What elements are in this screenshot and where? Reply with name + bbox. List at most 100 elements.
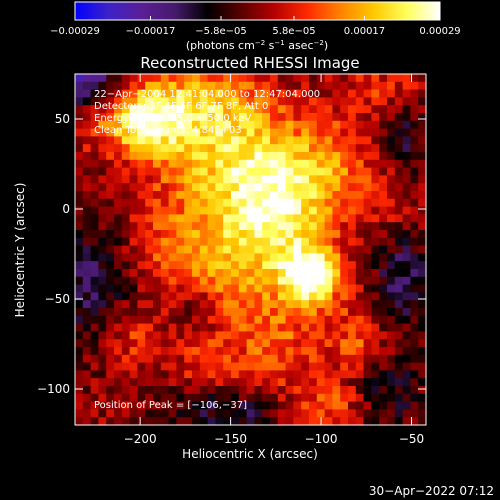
heatmap-cell (114, 245, 123, 254)
heatmap-cell (379, 292, 388, 301)
heatmap-cell (153, 245, 162, 254)
heatmap-cell (176, 315, 185, 325)
heatmap-cell (168, 308, 177, 317)
heatmap-cell (340, 409, 349, 418)
heatmap-cell (285, 237, 294, 247)
heatmap-cell (293, 89, 302, 98)
heatmap-cell (114, 347, 123, 356)
heatmap-cell (309, 113, 318, 122)
heatmap-cell (223, 339, 232, 348)
chart-title: Reconstructed RHESSI Image (140, 54, 359, 72)
heatmap-cell (184, 120, 193, 130)
heatmap-cell (160, 89, 170, 98)
heatmap-cell (394, 206, 404, 215)
heatmap-cell (301, 128, 310, 137)
heatmap-cell (293, 253, 302, 262)
heatmap-cell (192, 261, 201, 270)
heatmap-cell (332, 300, 341, 309)
heatmap-cell (145, 89, 154, 98)
heatmap-cell (168, 323, 177, 332)
heatmap-cell (129, 74, 138, 83)
heatmap-cell (293, 175, 302, 184)
heatmap-cell (363, 175, 372, 184)
heatmap-cell (231, 409, 240, 418)
heatmap-cell (192, 409, 201, 418)
heatmap-cell (246, 269, 255, 278)
heatmap-cell (246, 245, 255, 254)
heatmap-cell (238, 120, 248, 130)
heatmap-cell (129, 276, 138, 286)
heatmap-cell (348, 214, 357, 223)
heatmap-cell (184, 222, 193, 231)
heatmap-cell (246, 261, 255, 270)
heatmap-cell (254, 113, 263, 122)
heatmap-cell (277, 81, 287, 91)
heatmap-cell (207, 315, 216, 325)
heatmap-cell (410, 183, 419, 192)
heatmap-cell (184, 417, 193, 426)
heatmap-cell (309, 253, 318, 262)
heatmap-cell (90, 206, 99, 215)
heatmap-cell (145, 159, 154, 169)
heatmap-cell (176, 276, 185, 286)
heatmap-cell (402, 339, 411, 348)
heatmap-cell (75, 339, 84, 348)
heatmap-cell (371, 206, 380, 215)
heatmap-cell (75, 253, 84, 262)
heatmap-cell (277, 128, 287, 137)
heatmap-cell (199, 276, 209, 286)
heatmap-cell (324, 393, 333, 403)
heatmap-cell (301, 315, 310, 325)
heatmap-cell (246, 417, 255, 426)
heatmap-cell (168, 206, 177, 215)
heatmap-cell (301, 370, 310, 379)
heatmap-cell (363, 97, 372, 106)
heatmap-cell (387, 159, 396, 169)
heatmap-cell (215, 159, 224, 169)
heatmap-cell (418, 354, 427, 364)
heatmap-cell (184, 191, 193, 200)
heatmap-cell (402, 97, 411, 106)
heatmap-cell (293, 167, 302, 176)
heatmap-cell (129, 378, 138, 387)
heatmap-cell (215, 401, 224, 410)
heatmap-cell (145, 269, 154, 278)
heatmap-cell (137, 81, 146, 91)
heatmap-cell (121, 159, 131, 169)
heatmap-cell (410, 191, 419, 200)
heatmap-cell (324, 300, 333, 309)
heatmap-cell (168, 144, 177, 153)
heatmap-cell (75, 74, 84, 83)
heatmap-cell (285, 386, 294, 395)
heatmap-cell (192, 206, 201, 215)
heatmap-cell (238, 386, 248, 395)
heatmap-cell (199, 261, 209, 270)
heatmap-cell (363, 370, 372, 379)
heatmap-cell (90, 378, 99, 387)
heatmap-cell (355, 105, 365, 114)
heatmap-cell (348, 175, 357, 184)
heatmap-cell (309, 120, 318, 130)
heatmap-cell (231, 81, 240, 91)
heatmap-cell (160, 113, 170, 122)
heatmap-cell (254, 409, 263, 418)
heatmap-cell (153, 105, 162, 114)
heatmap-cell (207, 175, 216, 184)
heatmap-cell (246, 323, 255, 332)
heatmap-cell (293, 362, 302, 371)
heatmap-cell (324, 417, 333, 426)
heatmap-cell (387, 417, 396, 426)
heatmap-cell (223, 308, 232, 317)
heatmap-cell (246, 253, 255, 262)
heatmap-cell (223, 120, 232, 130)
heatmap-cell (324, 191, 333, 200)
heatmap-cell (184, 237, 193, 247)
heatmap-cell (145, 191, 154, 200)
heatmap-cell (75, 214, 84, 223)
heatmap-cell (121, 417, 131, 426)
heatmap-cell (309, 237, 318, 247)
heatmap-cell (332, 144, 341, 153)
heatmap-cell (270, 105, 279, 114)
